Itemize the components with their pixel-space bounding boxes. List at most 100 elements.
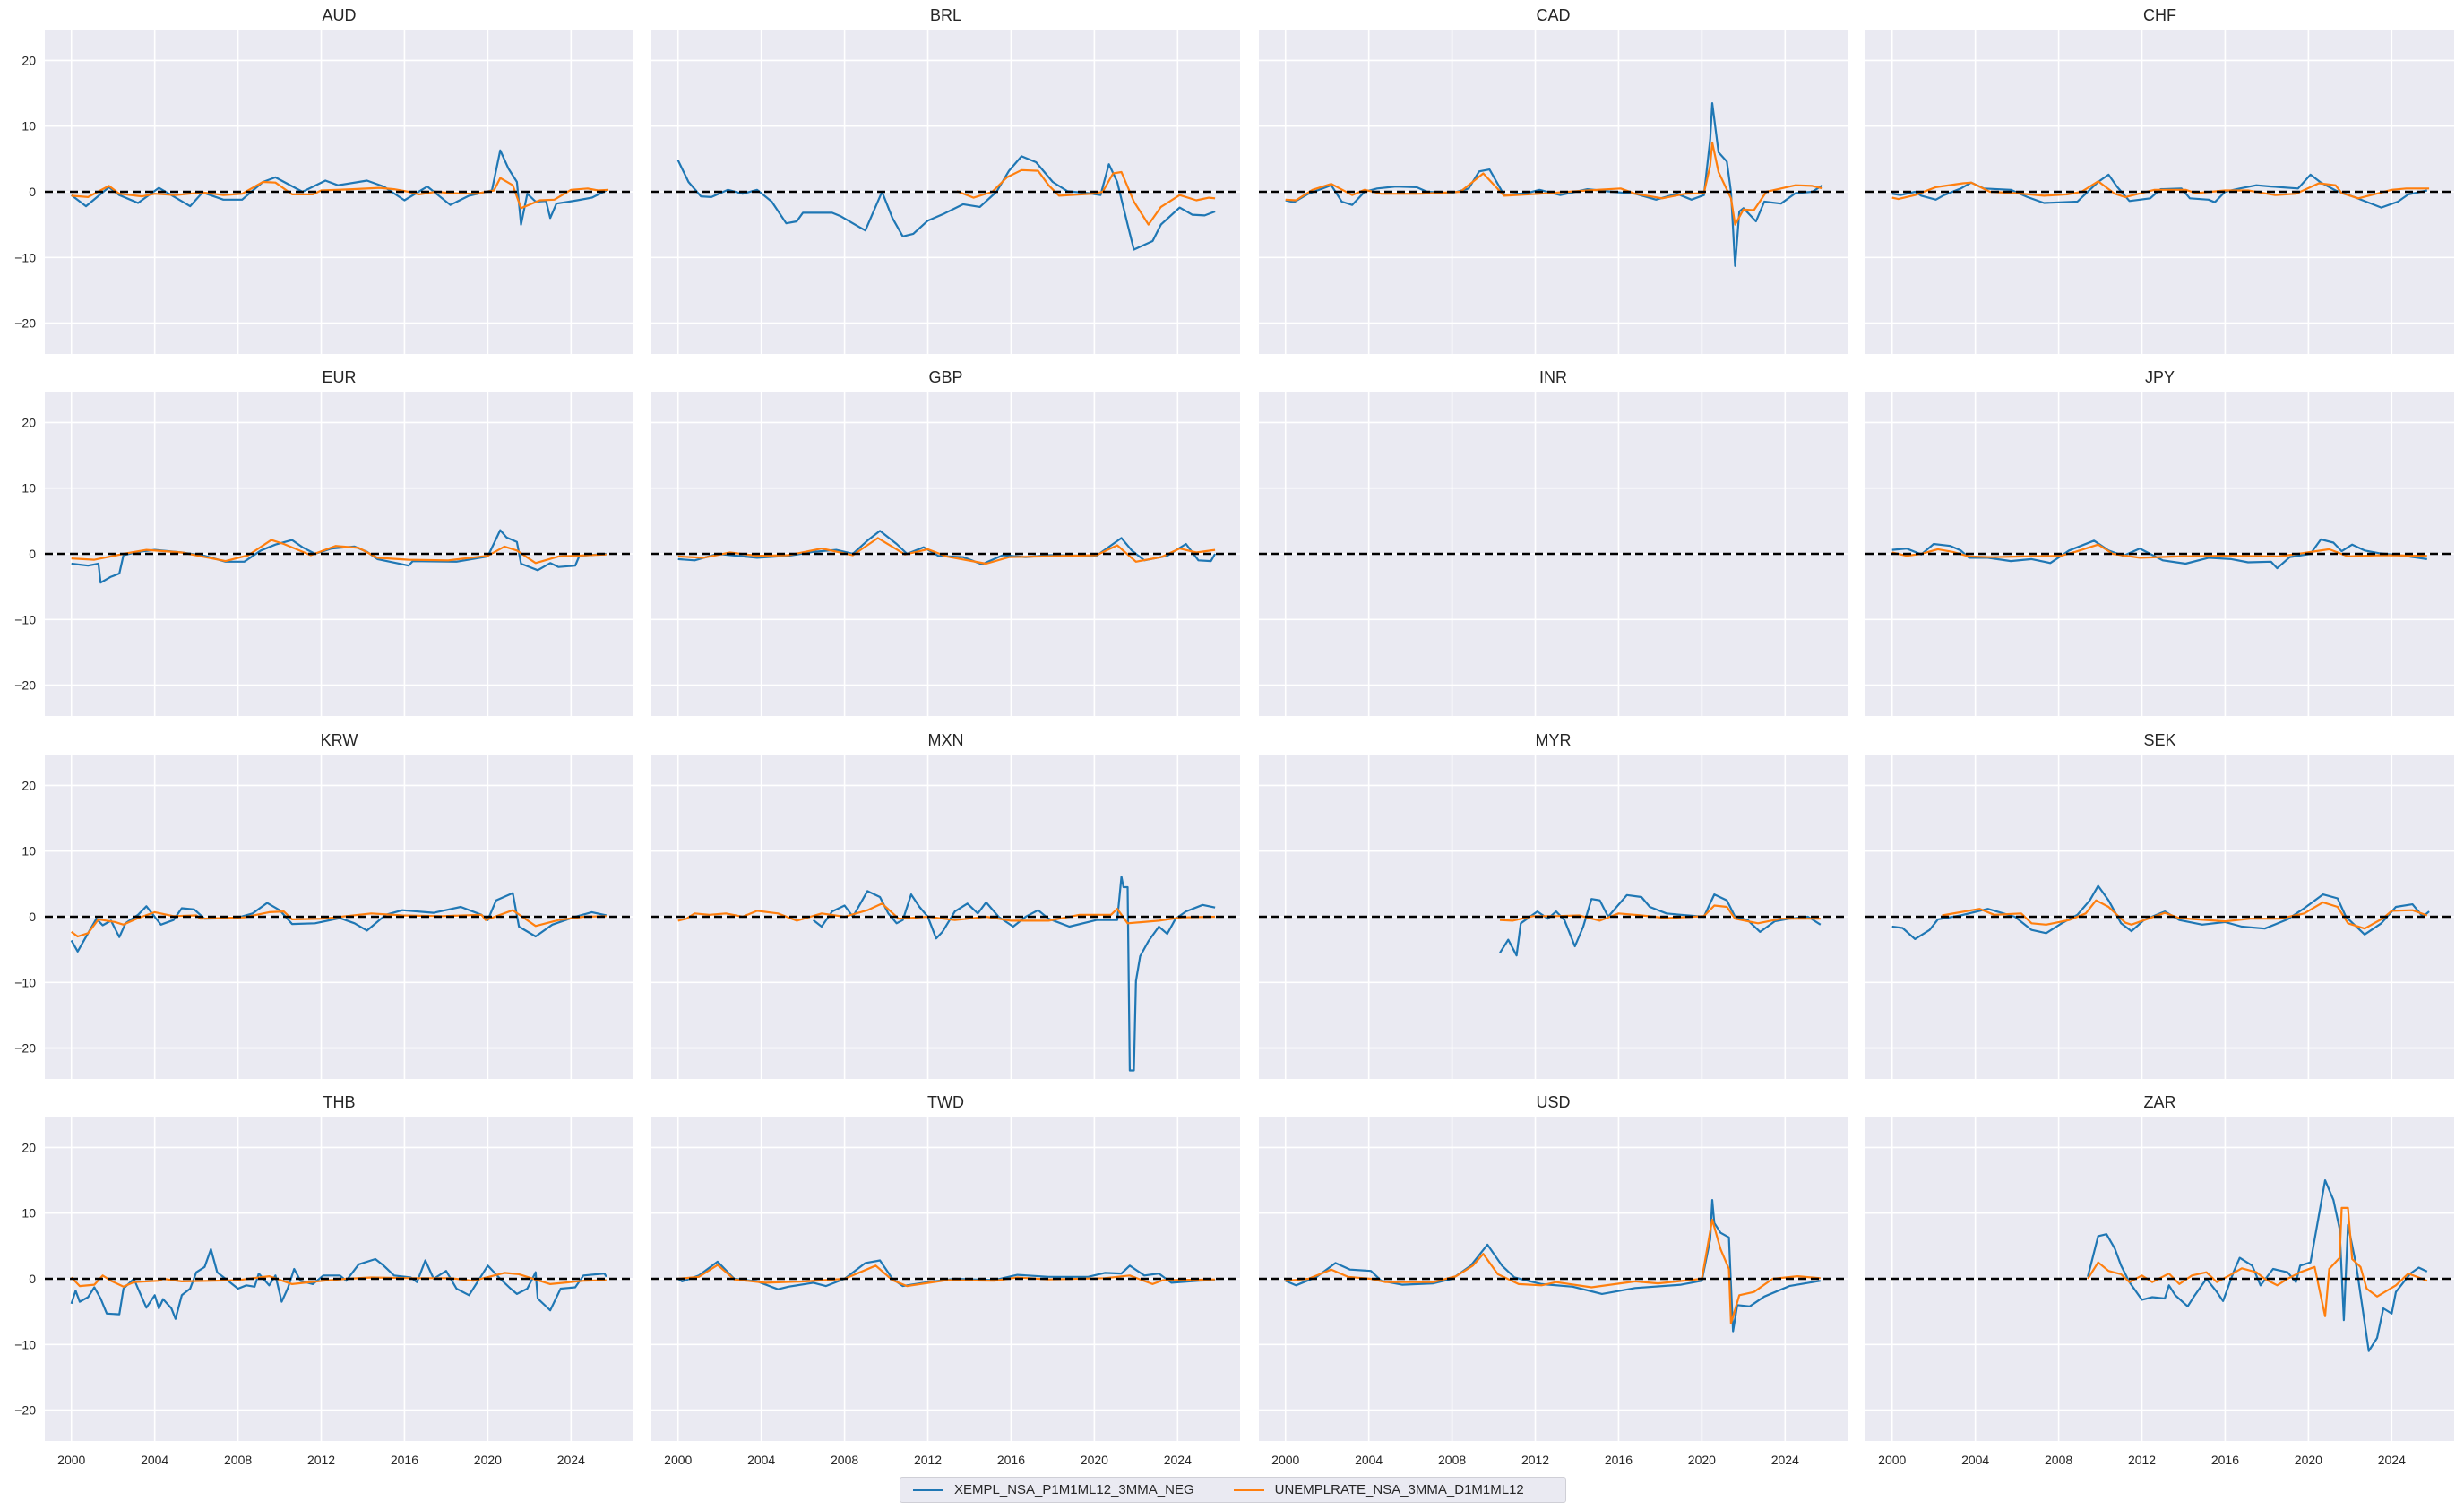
x-tick-label: 2012 xyxy=(2128,1453,2156,1467)
panel-twd: 2000 2004 2008 2012 2016 2020 2024 TWD xyxy=(651,1093,1240,1467)
panel-title: USD xyxy=(1536,1093,1570,1111)
y-tick-label: −10 xyxy=(14,1337,36,1351)
legend-swatch-blue xyxy=(913,1488,943,1491)
series-line-unemplrate xyxy=(677,902,1216,925)
series-line-unemplrate xyxy=(1942,899,2428,930)
panel-myr: MYR xyxy=(1259,731,1848,1079)
panel-gbp: GBP xyxy=(651,368,1240,716)
x-tick-label: 2024 xyxy=(2378,1453,2406,1467)
panel-eur: 20 10 0 −10 −20 EUR xyxy=(14,368,633,716)
x-tick-label: 2024 xyxy=(557,1453,585,1467)
panel-title: EUR xyxy=(322,368,356,386)
y-tick-label: −20 xyxy=(14,678,36,693)
series-line-xempl xyxy=(2087,1178,2428,1352)
y-tick-label: 20 xyxy=(22,415,36,429)
x-tick-label: 2000 xyxy=(1271,1453,1299,1467)
panel-brl: BRL xyxy=(651,6,1240,354)
series-line-xempl xyxy=(70,1247,607,1320)
legend-swatch-orange xyxy=(1233,1488,1264,1491)
panel-title: BRL xyxy=(930,6,961,24)
series-line-unemplrate xyxy=(71,539,607,565)
y-tick-label: 0 xyxy=(29,1272,36,1286)
series-line-unemplrate xyxy=(2087,1206,2428,1317)
x-tick-label: 2012 xyxy=(1521,1453,1549,1467)
x-tick-label: 2004 xyxy=(747,1453,775,1467)
legend-item-unemplrate: UNEMPLRATE_NSA_3MMA_D1M1ML12 xyxy=(1233,1482,1524,1497)
panel-chf: CHF xyxy=(1865,6,2454,354)
panel-zar: 2000 2004 2008 2012 2016 2020 2024 ZAR xyxy=(1865,1093,2454,1467)
series-line-unemplrate xyxy=(1891,543,2427,559)
x-tick-label: 2004 xyxy=(141,1453,168,1467)
y-tick-label: 10 xyxy=(22,844,36,859)
panel-inr: INR xyxy=(1259,368,1848,716)
y-tick-label: 10 xyxy=(22,1206,36,1221)
x-tick-label: 2000 xyxy=(664,1453,692,1467)
y-tick-label: −10 xyxy=(14,975,36,989)
x-tick-label: 2024 xyxy=(1164,1453,1192,1467)
y-tick-label: −20 xyxy=(14,1403,36,1418)
series-line-unemplrate xyxy=(956,168,1216,226)
y-tick-label: 0 xyxy=(29,910,36,924)
panel-title: THB xyxy=(323,1093,356,1111)
x-tick-label: 2012 xyxy=(307,1453,335,1467)
y-tick-label: 0 xyxy=(29,547,36,561)
y-tick-label: −20 xyxy=(14,1041,36,1056)
series-line-unemplrate xyxy=(677,537,1216,565)
x-tick-label: 2004 xyxy=(1961,1453,1989,1467)
x-tick-label: 2020 xyxy=(474,1453,502,1467)
panel-title: MXN xyxy=(928,731,964,749)
panel-title: GBP xyxy=(928,368,962,386)
x-tick-label: 2004 xyxy=(1355,1453,1383,1467)
panel-usd: 2000 2004 2008 2012 2016 2020 2024 USD xyxy=(1259,1093,1848,1467)
x-tick-label: 2000 xyxy=(1878,1453,1906,1467)
y-tick-label: 10 xyxy=(22,481,36,496)
x-tick-label: 2020 xyxy=(2295,1453,2322,1467)
panel-thb: 2000 2004 2008 2012 2016 2020 2024 20 10 0 −10 −20 T… xyxy=(14,1093,633,1467)
series-line-xempl xyxy=(71,149,607,226)
legend-item-xempl: XEMPL_NSA_P1M1ML12_3MMA_NEG xyxy=(913,1482,1194,1497)
x-tick-label: 2016 xyxy=(391,1453,418,1467)
y-tick-label: −10 xyxy=(14,612,36,626)
series-line-xempl xyxy=(1891,538,2427,570)
series-line-unemplrate xyxy=(71,909,607,938)
x-tick-label: 2012 xyxy=(914,1453,942,1467)
panel-title: CHF xyxy=(2143,6,2176,24)
y-tick-label: 20 xyxy=(22,53,36,67)
panel-sek: SEK xyxy=(1865,731,2454,1079)
y-tick-label: 20 xyxy=(22,778,36,792)
x-tick-label: 2020 xyxy=(1688,1453,1716,1467)
x-tick-label: 2000 xyxy=(57,1453,85,1467)
legend-label: XEMPL_NSA_P1M1ML12_3MMA_NEG xyxy=(954,1482,1194,1497)
x-tick-label: 2008 xyxy=(1438,1453,1466,1467)
series-line-unemplrate xyxy=(70,1272,607,1288)
x-tick-label: 2024 xyxy=(1771,1453,1799,1467)
x-tick-label: 2016 xyxy=(997,1453,1025,1467)
legend-label: UNEMPLRATE_NSA_3MMA_D1M1ML12 xyxy=(1274,1482,1524,1497)
panel-title: KRW xyxy=(321,731,358,749)
x-tick-label: 2016 xyxy=(1605,1453,1633,1467)
y-tick-label: −10 xyxy=(14,250,36,264)
panel-title: SEK xyxy=(2143,731,2175,749)
x-tick-label: 2008 xyxy=(831,1453,858,1467)
x-tick-label: 2008 xyxy=(2045,1453,2072,1467)
series-line-xempl xyxy=(1285,1198,1821,1333)
y-tick-label: 0 xyxy=(29,185,36,199)
panel-title: AUD xyxy=(322,6,356,24)
series-line-xempl xyxy=(1499,893,1822,957)
panel-title: JPY xyxy=(2145,368,2175,386)
panel-title: MYR xyxy=(1536,731,1572,749)
panel-mxn: MXN xyxy=(651,731,1240,1079)
panel-cad: CAD xyxy=(1259,6,1848,354)
panel-title: TWD xyxy=(927,1093,964,1111)
series-line-unemplrate xyxy=(1891,180,2430,201)
series-line-unemplrate xyxy=(677,1264,1216,1288)
y-tick-label: 20 xyxy=(22,1140,36,1154)
panel-title: ZAR xyxy=(2144,1093,2176,1111)
y-tick-label: −20 xyxy=(14,316,36,331)
panel-krw: 20 10 0 −10 −20 KRW xyxy=(14,731,633,1079)
x-tick-label: 2020 xyxy=(1081,1453,1108,1467)
y-tick-label: 10 xyxy=(22,119,36,134)
panel-aud: 20 10 0 −10 −20 AUD xyxy=(14,6,633,354)
x-tick-label: 2016 xyxy=(2211,1453,2239,1467)
